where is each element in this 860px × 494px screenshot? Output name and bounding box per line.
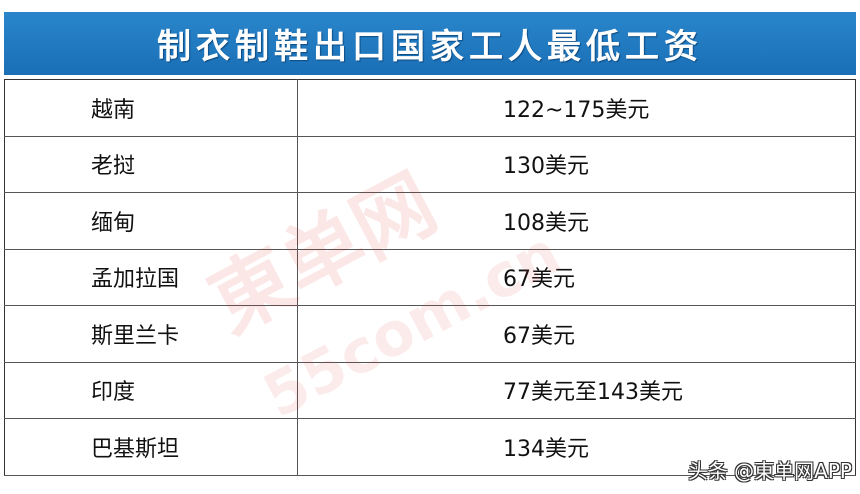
wage-cell: 77美元至143美元 (297, 362, 856, 419)
country-cell: 印度 (4, 362, 298, 419)
wage-cell: 67美元 (297, 249, 856, 306)
country-cell: 老挝 (4, 136, 298, 193)
country-cell: 缅甸 (4, 192, 298, 250)
table-row: 孟加拉国 67美元 (4, 249, 856, 306)
table-row: 巴基斯坦 134美元 (4, 418, 856, 476)
wage-cell: 108美元 (297, 192, 856, 250)
table-row: 斯里兰卡 67美元 (4, 305, 856, 363)
table-row: 老挝 130美元 (4, 136, 856, 193)
title-bar: 制衣制鞋出口国家工人最低工资 (4, 12, 856, 75)
wage-cell: 67美元 (297, 305, 856, 363)
table-row: 越南 122~175美元 (4, 79, 856, 137)
country-cell: 巴基斯坦 (4, 418, 298, 476)
source-credit: 头条 @東单网APP (687, 459, 852, 483)
country-cell: 越南 (4, 79, 298, 137)
wage-cell: 122~175美元 (297, 79, 856, 137)
wage-cell: 130美元 (297, 136, 856, 193)
country-cell: 孟加拉国 (4, 249, 298, 306)
table-row: 印度 77美元至143美元 (4, 362, 856, 419)
table-row: 缅甸 108美元 (4, 192, 856, 250)
country-cell: 斯里兰卡 (4, 305, 298, 363)
page-title: 制衣制鞋出口国家工人最低工资 (157, 27, 703, 67)
wage-table: 越南 122~175美元 老挝 130美元 缅甸 108美元 孟加拉国 67美元 斯里兰… (4, 79, 856, 476)
wage-cell: 134美元 (297, 418, 856, 476)
